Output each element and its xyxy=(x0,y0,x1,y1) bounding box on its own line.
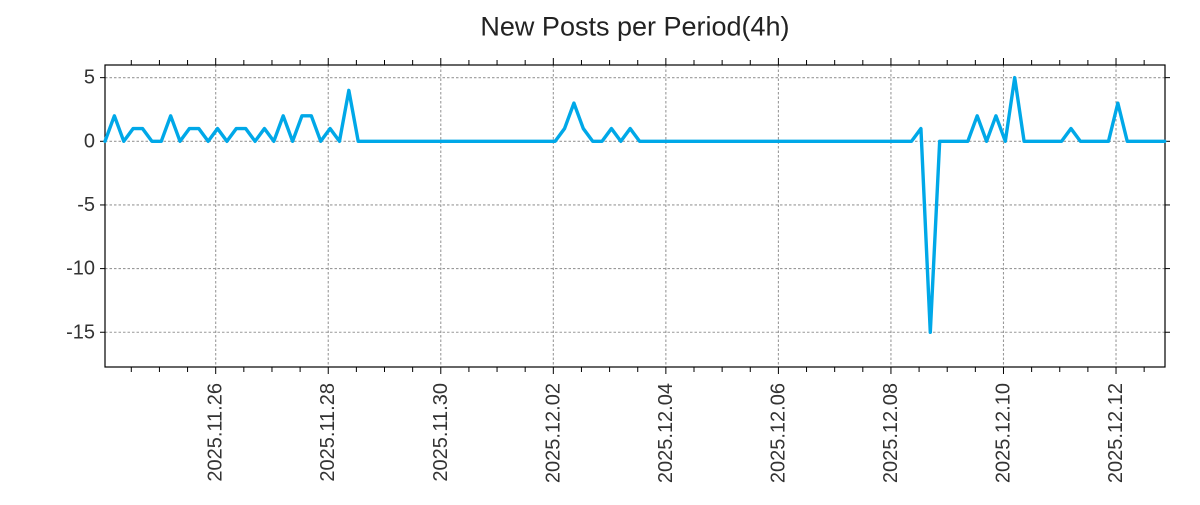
svg-text:New Posts per Period(4h): New Posts per Period(4h) xyxy=(480,12,789,42)
svg-text:2025.12.04: 2025.12.04 xyxy=(655,383,677,483)
svg-text:2025.12.02: 2025.12.02 xyxy=(542,383,564,483)
svg-text:0: 0 xyxy=(84,130,95,152)
svg-text:2025.12.06: 2025.12.06 xyxy=(767,383,789,483)
svg-text:2025.12.10: 2025.12.10 xyxy=(992,383,1014,483)
svg-text:2025.12.08: 2025.12.08 xyxy=(880,383,902,483)
svg-text:2025.12.12: 2025.12.12 xyxy=(1105,383,1127,483)
svg-text:-15: -15 xyxy=(66,321,95,343)
svg-text:2025.11.30: 2025.11.30 xyxy=(430,383,452,482)
svg-text:2025.11.26: 2025.11.26 xyxy=(205,383,227,482)
svg-text:-10: -10 xyxy=(66,258,95,280)
svg-text:5: 5 xyxy=(84,67,95,89)
svg-text:2025.11.28: 2025.11.28 xyxy=(317,383,339,482)
svg-text:-5: -5 xyxy=(77,194,95,216)
